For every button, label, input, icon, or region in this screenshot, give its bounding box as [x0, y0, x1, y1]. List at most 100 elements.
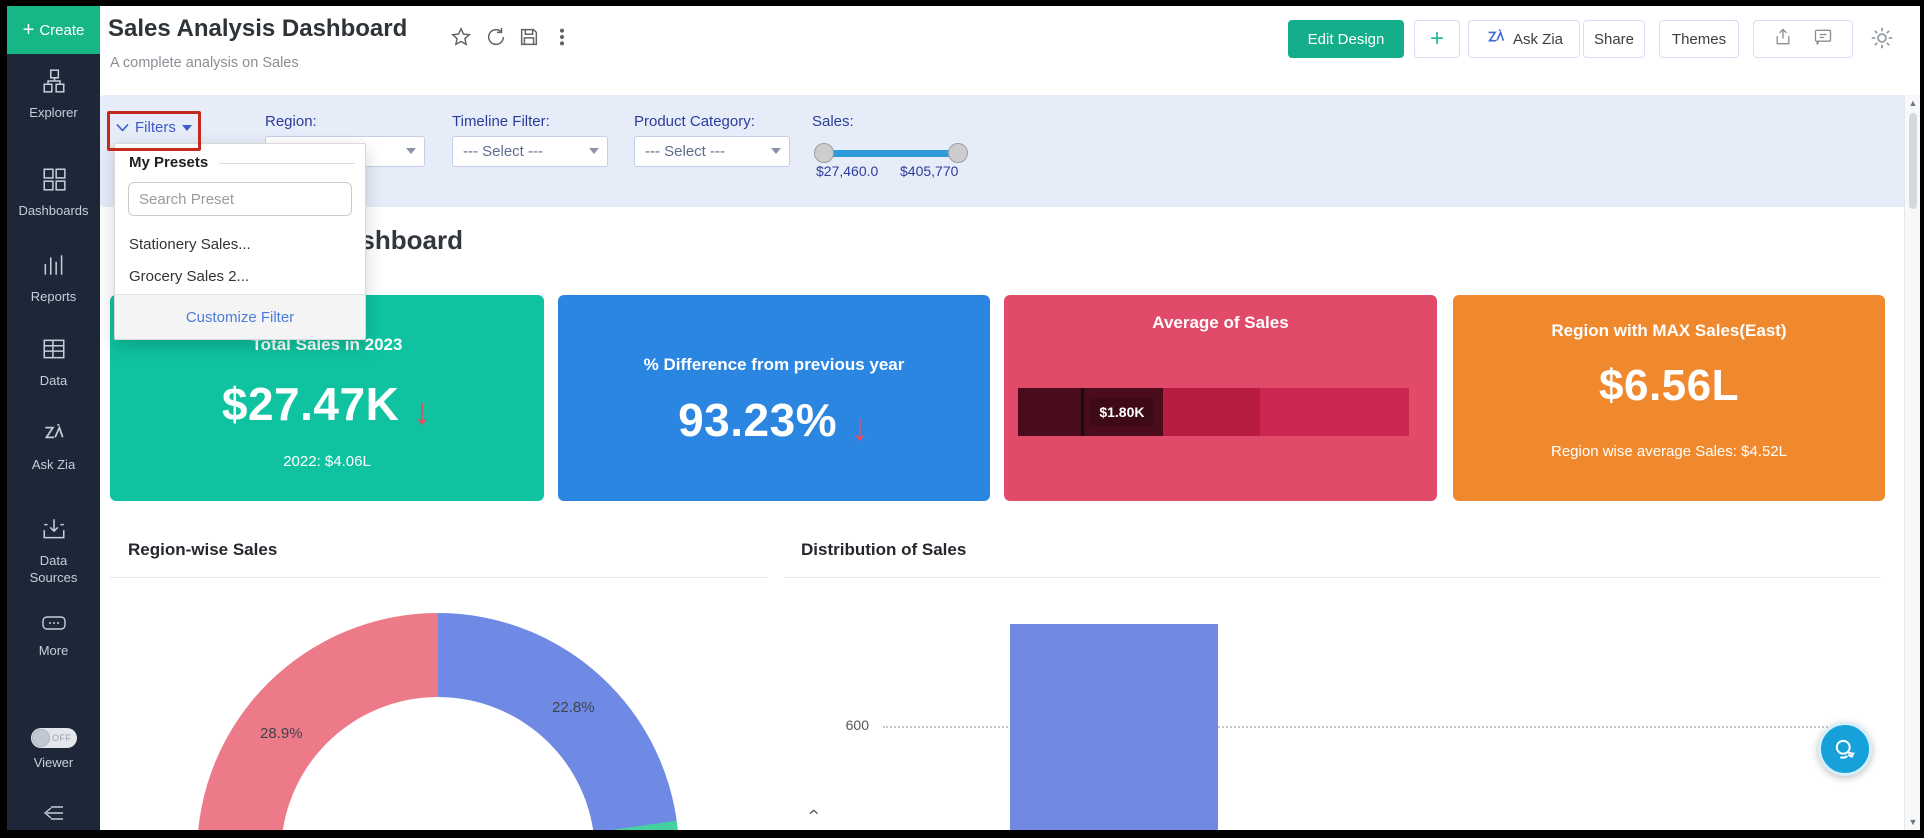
caret-down-icon [406, 148, 416, 154]
filters-dropdown-toggle[interactable]: Filters [116, 119, 192, 136]
customize-filter-link[interactable]: Customize Filter [185, 308, 295, 326]
kpi-title: Region with MAX Sales(East) [1551, 321, 1787, 340]
viewer-label: Viewer [33, 755, 74, 770]
kpi-value: $27.47K ↓ [221, 378, 433, 433]
dashboard-heading-band [100, 207, 1910, 287]
divider [785, 577, 1881, 578]
collapse-icon [40, 802, 68, 828]
export-icon[interactable] [1773, 27, 1793, 51]
favorite-star-icon[interactable] [450, 26, 472, 48]
save-icon[interactable] [518, 26, 540, 48]
kpi-value: 93.23% ↓ [678, 394, 870, 449]
distribution-of-sales-panel[interactable]: Distribution of Sales 600 › Count [785, 523, 1881, 830]
product-category-filter-select[interactable]: --- Select --- [634, 136, 790, 167]
divider [219, 163, 355, 164]
scroll-up-arrow[interactable]: ▲ [1908, 98, 1918, 108]
region-filter-label: Region: [265, 113, 317, 130]
region-wise-sales-panel[interactable]: Region-wise Sales 28.9% 22.8% [110, 523, 767, 830]
zia-icon [1485, 26, 1507, 52]
bar[interactable] [1010, 624, 1218, 830]
sidebar-item-data-sources[interactable]: Data Sources [7, 516, 100, 586]
kpi-title: Average of Sales [1152, 313, 1289, 332]
chart-title: Distribution of Sales [801, 540, 967, 559]
explorer-icon [41, 68, 67, 98]
bullet-chart: $1.80K [1018, 388, 1409, 436]
preset-search-input[interactable] [128, 182, 352, 216]
kpi-card-average-sales[interactable]: Average of Sales $1.80K [1004, 295, 1437, 501]
caret-down-icon [181, 124, 192, 131]
caret-down-icon [589, 148, 599, 154]
viewer-toggle[interactable]: OFF [30, 728, 77, 748]
create-button[interactable]: + Create [7, 6, 100, 54]
scrollbar-thumb[interactable] [1909, 113, 1917, 209]
sidebar-item-label: Data Sources [29, 553, 78, 585]
chat-icon [1835, 739, 1855, 759]
gear-icon[interactable] [1868, 24, 1893, 49]
bullet-value-label: $1.80K [1090, 398, 1154, 426]
sidebar-item-more[interactable]: More [7, 614, 100, 660]
pie-slice-label: 22.8% [552, 699, 595, 716]
more-icon [41, 614, 67, 636]
sidebar-item-explorer[interactable]: Explorer [7, 68, 100, 122]
kpi-title: % Difference from previous year [643, 355, 905, 374]
caret-down-icon [771, 148, 781, 154]
themes-label: Themes [1671, 30, 1727, 48]
vertical-scrollbar[interactable]: ▲ ▼ [1904, 95, 1920, 830]
sidebar-item-reports[interactable]: Reports [7, 252, 100, 306]
comment-icon[interactable] [1813, 27, 1833, 51]
sales-slider-handle-min[interactable] [814, 143, 834, 163]
sales-slider-handle-max[interactable] [948, 143, 968, 163]
sales-max-value: $405,770 [900, 163, 959, 179]
chart-title: Region-wise Sales [128, 540, 278, 559]
sidebar-item-label: More [38, 643, 69, 659]
kpi-subtext: Region wise average Sales: $4.52L [1551, 443, 1787, 460]
app-window: + Create Explorer Dashboards Reports [7, 6, 1920, 830]
zia-icon [41, 420, 67, 450]
preset-item[interactable]: Grocery Sales 2... [129, 268, 250, 285]
presets-panel-footer: Customize Filter [115, 294, 365, 339]
sidebar-item-label: Explorer [29, 105, 78, 121]
chat-fab-button[interactable] [1818, 722, 1872, 776]
themes-button[interactable]: Themes [1659, 20, 1739, 58]
bullet-target-line [1080, 388, 1084, 436]
trend-down-arrow-icon: ↓ [850, 407, 870, 449]
toggle-state: OFF [52, 733, 72, 743]
add-widget-button[interactable]: + [1414, 20, 1460, 58]
sidebar-item-dashboards[interactable]: Dashboards [7, 166, 100, 220]
header-icon-group [1753, 20, 1853, 58]
presets-panel-title: My Presets [129, 154, 209, 171]
timeline-filter-select[interactable]: --- Select --- [452, 136, 608, 167]
filters-label: Filters [135, 119, 176, 136]
chevron-down-icon [116, 123, 129, 132]
kebab-menu-icon[interactable] [551, 26, 573, 48]
kpi-subtext: 2022: $4.06L [283, 453, 371, 470]
sales-range-slider-track[interactable] [823, 150, 959, 157]
refresh-icon[interactable] [485, 26, 507, 48]
share-label: Share [1593, 30, 1635, 48]
y-axis-tick: 600 [845, 717, 869, 733]
preset-item[interactable]: Stationery Sales... [129, 236, 251, 253]
y-axis-label: Count [787, 805, 803, 830]
edit-design-label: Edit Design [1307, 30, 1385, 48]
ask-zia-button[interactable]: Ask Zia [1468, 20, 1580, 58]
sidebar-item-ask-zia[interactable]: Ask Zia [7, 420, 100, 474]
product-category-filter-label: Product Category: [634, 113, 755, 130]
axis-expand-chevron-icon[interactable]: › [803, 808, 825, 816]
kpi-card-pct-difference[interactable]: % Difference from previous year 93.23% ↓ [558, 295, 990, 501]
sidebar-item-data[interactable]: Data [7, 336, 100, 390]
data-sources-icon [41, 516, 67, 546]
sidebar-item-label: Ask Zia [31, 457, 76, 473]
edit-design-button[interactable]: Edit Design [1288, 20, 1404, 58]
share-button[interactable]: Share [1583, 20, 1645, 58]
pie-slice-label: 28.9% [260, 725, 303, 742]
sidebar-item-label: Data [39, 373, 68, 389]
sales-min-value: $27,460.0 [816, 163, 879, 179]
scroll-down-arrow[interactable]: ▼ [1908, 817, 1918, 827]
sidebar-viewer: OFF Viewer [7, 728, 100, 771]
sidebar-item-label: Reports [30, 289, 77, 305]
gridline [883, 726, 1859, 728]
plus-icon: + [22, 19, 35, 41]
sidebar-collapse-button[interactable] [7, 802, 100, 828]
kpi-card-max-region[interactable]: Region with MAX Sales(East) $6.56L Regio… [1453, 295, 1885, 501]
divider [110, 577, 767, 578]
